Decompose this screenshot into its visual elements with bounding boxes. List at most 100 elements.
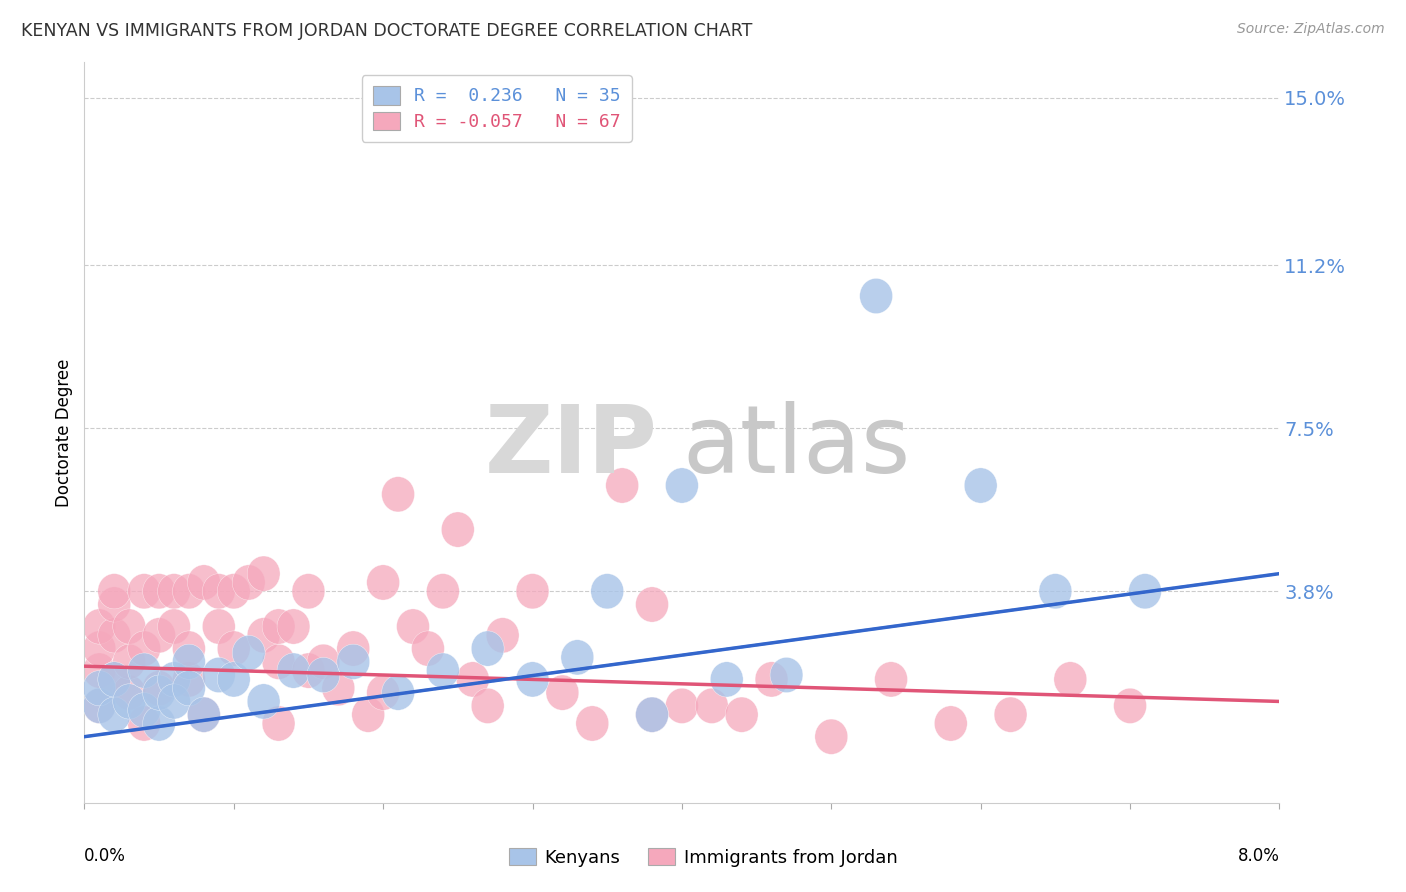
Ellipse shape xyxy=(292,574,325,609)
Ellipse shape xyxy=(875,662,907,697)
Ellipse shape xyxy=(859,278,893,314)
Ellipse shape xyxy=(486,618,519,653)
Ellipse shape xyxy=(247,618,280,653)
Ellipse shape xyxy=(128,631,160,666)
Ellipse shape xyxy=(83,631,115,666)
Ellipse shape xyxy=(815,719,848,755)
Ellipse shape xyxy=(83,609,115,644)
Ellipse shape xyxy=(665,468,699,503)
Ellipse shape xyxy=(426,653,460,689)
Ellipse shape xyxy=(457,662,489,697)
Ellipse shape xyxy=(307,644,340,680)
Ellipse shape xyxy=(157,684,190,719)
Ellipse shape xyxy=(307,657,340,692)
Text: atlas: atlas xyxy=(682,401,910,493)
Ellipse shape xyxy=(98,662,131,697)
Ellipse shape xyxy=(173,671,205,706)
Ellipse shape xyxy=(262,609,295,644)
Ellipse shape xyxy=(247,556,280,591)
Ellipse shape xyxy=(1129,574,1161,609)
Ellipse shape xyxy=(202,657,235,692)
Ellipse shape xyxy=(83,653,115,689)
Ellipse shape xyxy=(381,476,415,512)
Ellipse shape xyxy=(83,689,115,723)
Ellipse shape xyxy=(98,618,131,653)
Ellipse shape xyxy=(98,574,131,609)
Text: 8.0%: 8.0% xyxy=(1237,847,1279,865)
Ellipse shape xyxy=(98,662,131,697)
Ellipse shape xyxy=(396,609,429,644)
Ellipse shape xyxy=(636,697,668,732)
Ellipse shape xyxy=(755,662,787,697)
Ellipse shape xyxy=(142,671,176,706)
Ellipse shape xyxy=(187,565,221,600)
Ellipse shape xyxy=(218,662,250,697)
Ellipse shape xyxy=(591,574,624,609)
Ellipse shape xyxy=(1039,574,1071,609)
Ellipse shape xyxy=(636,697,668,732)
Ellipse shape xyxy=(576,706,609,741)
Ellipse shape xyxy=(561,640,593,675)
Ellipse shape xyxy=(173,574,205,609)
Ellipse shape xyxy=(994,697,1026,732)
Ellipse shape xyxy=(935,706,967,741)
Ellipse shape xyxy=(471,689,505,723)
Ellipse shape xyxy=(83,689,115,723)
Ellipse shape xyxy=(142,675,176,710)
Ellipse shape xyxy=(142,574,176,609)
Ellipse shape xyxy=(710,662,744,697)
Ellipse shape xyxy=(665,689,699,723)
Ellipse shape xyxy=(381,675,415,710)
Ellipse shape xyxy=(128,574,160,609)
Ellipse shape xyxy=(516,574,548,609)
Ellipse shape xyxy=(128,692,160,728)
Ellipse shape xyxy=(232,565,266,600)
Ellipse shape xyxy=(112,684,146,719)
Ellipse shape xyxy=(157,574,190,609)
Ellipse shape xyxy=(426,574,460,609)
Ellipse shape xyxy=(277,653,309,689)
Ellipse shape xyxy=(337,644,370,680)
Ellipse shape xyxy=(157,662,190,697)
Legend: R =  0.236   N = 35, R = -0.057   N = 67: R = 0.236 N = 35, R = -0.057 N = 67 xyxy=(361,75,631,142)
Ellipse shape xyxy=(412,631,444,666)
Ellipse shape xyxy=(367,675,399,710)
Ellipse shape xyxy=(1114,689,1146,723)
Ellipse shape xyxy=(337,631,370,666)
Text: 0.0%: 0.0% xyxy=(84,847,127,865)
Ellipse shape xyxy=(173,662,205,697)
Ellipse shape xyxy=(262,644,295,680)
Ellipse shape xyxy=(128,653,160,689)
Ellipse shape xyxy=(725,697,758,732)
Ellipse shape xyxy=(98,697,131,732)
Ellipse shape xyxy=(441,512,474,547)
Ellipse shape xyxy=(173,631,205,666)
Ellipse shape xyxy=(128,706,160,741)
Text: ZIP: ZIP xyxy=(485,401,658,493)
Ellipse shape xyxy=(636,587,668,622)
Ellipse shape xyxy=(965,468,997,503)
Ellipse shape xyxy=(187,697,221,732)
Ellipse shape xyxy=(173,644,205,680)
Ellipse shape xyxy=(218,631,250,666)
Ellipse shape xyxy=(218,574,250,609)
Ellipse shape xyxy=(142,706,176,741)
Text: KENYAN VS IMMIGRANTS FROM JORDAN DOCTORATE DEGREE CORRELATION CHART: KENYAN VS IMMIGRANTS FROM JORDAN DOCTORA… xyxy=(21,22,752,40)
Ellipse shape xyxy=(112,675,146,710)
Ellipse shape xyxy=(142,618,176,653)
Ellipse shape xyxy=(277,609,309,644)
Y-axis label: Doctorate Degree: Doctorate Degree xyxy=(55,359,73,507)
Ellipse shape xyxy=(187,697,221,732)
Ellipse shape xyxy=(696,689,728,723)
Ellipse shape xyxy=(606,468,638,503)
Ellipse shape xyxy=(322,671,354,706)
Ellipse shape xyxy=(202,609,235,644)
Ellipse shape xyxy=(112,609,146,644)
Legend: Kenyans, Immigrants from Jordan: Kenyans, Immigrants from Jordan xyxy=(502,841,904,874)
Ellipse shape xyxy=(157,609,190,644)
Ellipse shape xyxy=(367,565,399,600)
Ellipse shape xyxy=(98,587,131,622)
Ellipse shape xyxy=(1054,662,1087,697)
Ellipse shape xyxy=(232,635,266,671)
Ellipse shape xyxy=(546,675,579,710)
